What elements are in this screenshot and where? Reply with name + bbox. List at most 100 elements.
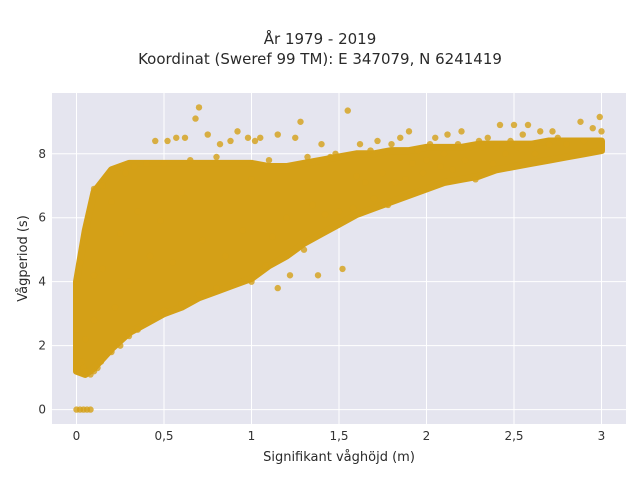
scatter-point bbox=[510, 121, 518, 129]
scatter-point bbox=[83, 224, 91, 231]
x-tick-label: 0,5 bbox=[154, 429, 173, 443]
scatter-point bbox=[384, 201, 392, 209]
scatter-point bbox=[192, 115, 199, 122]
scatter-point bbox=[265, 156, 273, 164]
scatter-point bbox=[90, 316, 98, 324]
scatter-point bbox=[388, 140, 395, 148]
scatter-point bbox=[321, 211, 329, 218]
scatter-point bbox=[502, 150, 509, 157]
scatter-point bbox=[440, 150, 448, 157]
y-tick-label: 2 bbox=[38, 339, 46, 353]
scatter-point bbox=[213, 284, 220, 292]
scatter-point bbox=[82, 336, 89, 343]
scatter-point bbox=[454, 140, 462, 148]
y-tick-label: 4 bbox=[38, 275, 46, 289]
scatter-point bbox=[108, 348, 115, 356]
scatter-point bbox=[125, 332, 133, 340]
x-tick-label: 0 bbox=[73, 429, 81, 443]
scatter-point bbox=[131, 163, 138, 170]
scatter-point bbox=[458, 128, 465, 135]
scatter-point bbox=[563, 140, 570, 148]
scatter-point bbox=[164, 137, 171, 145]
scatter-point bbox=[493, 144, 500, 151]
scatter-point bbox=[248, 278, 255, 285]
scatter-point bbox=[117, 230, 124, 237]
scatter-point bbox=[134, 326, 141, 333]
scatter-point bbox=[475, 137, 483, 145]
scatter-point bbox=[414, 147, 421, 154]
scatter-point bbox=[125, 278, 133, 285]
scatter-point bbox=[143, 160, 150, 167]
scatter-point bbox=[356, 140, 364, 148]
y-tick-label: 0 bbox=[38, 403, 46, 417]
scatter-point bbox=[178, 300, 185, 308]
scatter-point bbox=[405, 128, 413, 135]
scatter-point bbox=[234, 128, 241, 135]
chart-title-line-2: Koordinat (Sweref 99 TM): E 347079, N 62… bbox=[138, 50, 502, 68]
scatter-point bbox=[489, 160, 497, 167]
scatter-point bbox=[73, 278, 80, 285]
scatter-point bbox=[117, 342, 124, 349]
scatter-point bbox=[173, 134, 180, 141]
scatter-point bbox=[97, 358, 105, 365]
scatter-point bbox=[244, 134, 252, 141]
chart-title-line-1: År 1979 - 2019 bbox=[263, 30, 377, 48]
scatter-point bbox=[484, 134, 491, 141]
x-tick-label: 1,5 bbox=[329, 429, 348, 443]
scatter-point bbox=[204, 291, 211, 298]
scatter-point bbox=[262, 262, 269, 269]
scatter-point bbox=[589, 124, 596, 132]
scatter-point bbox=[274, 131, 281, 138]
scatter-point bbox=[596, 113, 603, 121]
scatter-point bbox=[195, 291, 203, 298]
scatter-point bbox=[108, 198, 115, 205]
scatter-point bbox=[314, 272, 322, 279]
tick-labels: 0 0,5 1 1,5 2 2,5 3 0 2 4 6 8 bbox=[38, 147, 605, 443]
scatter-point bbox=[239, 227, 246, 234]
scatter-point bbox=[274, 284, 281, 292]
y-axis-title: Vågperiod (s) bbox=[16, 215, 31, 302]
density-band-area bbox=[73, 137, 605, 378]
scatter-point bbox=[143, 320, 150, 327]
x-tick-label: 2 bbox=[423, 429, 431, 443]
scatter-point bbox=[391, 179, 399, 186]
scatter-point bbox=[370, 195, 378, 202]
scatter-point bbox=[304, 153, 311, 161]
scatter-point bbox=[152, 137, 159, 145]
scatter-point bbox=[251, 137, 259, 145]
scatter-point bbox=[472, 176, 479, 183]
scatter-point bbox=[524, 121, 532, 129]
scatter-point bbox=[444, 131, 451, 138]
y-tick-label: 6 bbox=[38, 211, 46, 225]
scatter-point bbox=[519, 131, 526, 138]
scatter-point bbox=[580, 137, 588, 145]
scatter-point bbox=[87, 406, 94, 413]
scatter-point bbox=[160, 307, 168, 314]
scatter-point bbox=[73, 326, 80, 333]
scatter-point bbox=[204, 131, 211, 138]
scatter-point bbox=[335, 208, 343, 215]
scatter-points bbox=[73, 104, 605, 413]
scatter-point bbox=[76, 259, 84, 266]
scatter-point bbox=[111, 304, 119, 311]
scatter-point bbox=[549, 128, 556, 135]
scatter-point bbox=[531, 150, 539, 157]
scatter-point bbox=[554, 134, 561, 141]
scatter-point bbox=[283, 214, 290, 221]
scatter-point bbox=[461, 156, 469, 164]
scatter-point bbox=[577, 118, 584, 125]
scatter-point bbox=[545, 140, 553, 148]
scatter-point bbox=[152, 310, 159, 317]
scatter-point bbox=[90, 185, 98, 193]
scatter-point bbox=[187, 156, 194, 164]
scatter-point bbox=[213, 153, 220, 161]
scatter-point bbox=[537, 128, 544, 135]
scatter-point bbox=[402, 176, 409, 183]
scatter-point bbox=[169, 259, 176, 266]
scatter-point bbox=[134, 208, 141, 215]
x-tick-label: 1 bbox=[248, 429, 256, 443]
scatter-point bbox=[423, 156, 430, 164]
scatter-point bbox=[507, 137, 514, 145]
scatter-point bbox=[300, 246, 308, 253]
